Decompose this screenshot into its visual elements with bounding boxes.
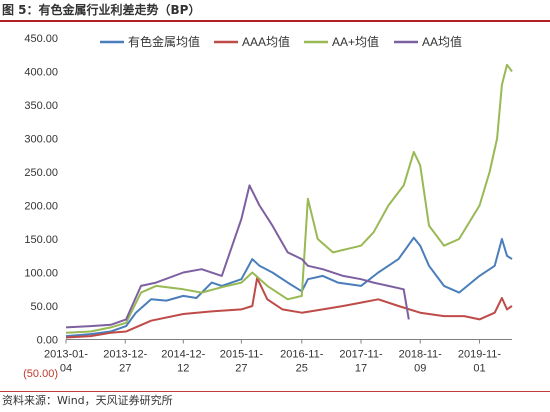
series-line-3 [65, 184, 410, 329]
source-divider [0, 391, 550, 392]
y-tick-label: 350.00 [24, 100, 58, 112]
legend-label: AA+均值 [332, 34, 379, 49]
x-tick-label-day: 25 [296, 363, 308, 375]
x-tick-label: 2016-11- [280, 349, 324, 361]
y-tick-label: 400.00 [24, 67, 58, 79]
source-note: 资料来源：Wind，天风证券研究所 [2, 394, 173, 407]
y-tick-label: 200.00 [24, 201, 58, 213]
x-tick-label-day: 27 [119, 363, 131, 375]
y-tick-label: 50.00 [30, 301, 58, 313]
x-tick-label-day: 04 [60, 363, 72, 375]
x-tick-label: 2019-11- [458, 349, 502, 361]
x-tick-label-day: 12 [177, 363, 189, 375]
legend-label: AAA均值 [242, 34, 290, 49]
series-line-2 [65, 63, 513, 334]
series-lines [65, 63, 513, 339]
y-tick-label: 150.00 [24, 234, 58, 246]
y-tick-label: 0.00 [37, 335, 58, 347]
x-tick-label: 2013-12- [103, 349, 147, 361]
x-tick-label-day: 01 [473, 363, 485, 375]
legend: 有色金属均值 AAA均值 AA+均值 AA均值 [100, 34, 462, 49]
x-tick-label: 2015-11- [220, 349, 264, 361]
y-tick-label: 100.00 [24, 268, 58, 280]
x-tick-label: 2013-01- [44, 349, 88, 361]
x-tick-label: 2014-12- [161, 349, 205, 361]
y-tick-label: 450.00 [24, 33, 58, 45]
x-tick-label-day: 09 [414, 363, 426, 375]
x-tick-label: 2018-11- [399, 349, 443, 361]
title-divider [0, 20, 550, 22]
x-tick-label: 2017-11- [339, 349, 383, 361]
line-chart: (50.00) 0.00 50.00 100.00 150.00 200.00 250.00… [23, 33, 513, 380]
y-axis: (50.00) 0.00 50.00 100.00 150.00 200.00 250.00… [23, 33, 58, 380]
x-tick-label-day: 17 [355, 363, 367, 375]
legend-label: AA均值 [422, 34, 462, 49]
x-axis: 2013-01- 04 2013-12- 27 2014-12- 12 2015-11- 27… [44, 339, 512, 375]
y-tick-label: 300.00 [24, 134, 58, 146]
series-line-1 [65, 276, 513, 339]
y-tick-label: 250.00 [24, 167, 58, 179]
legend-label: 有色金属均值 [128, 34, 200, 49]
chart-title: 图 5：有色金属行业利差走势（BP） [2, 3, 201, 17]
x-tick-label-day: 27 [235, 363, 247, 375]
y-tick-label: (50.00) [23, 368, 58, 380]
